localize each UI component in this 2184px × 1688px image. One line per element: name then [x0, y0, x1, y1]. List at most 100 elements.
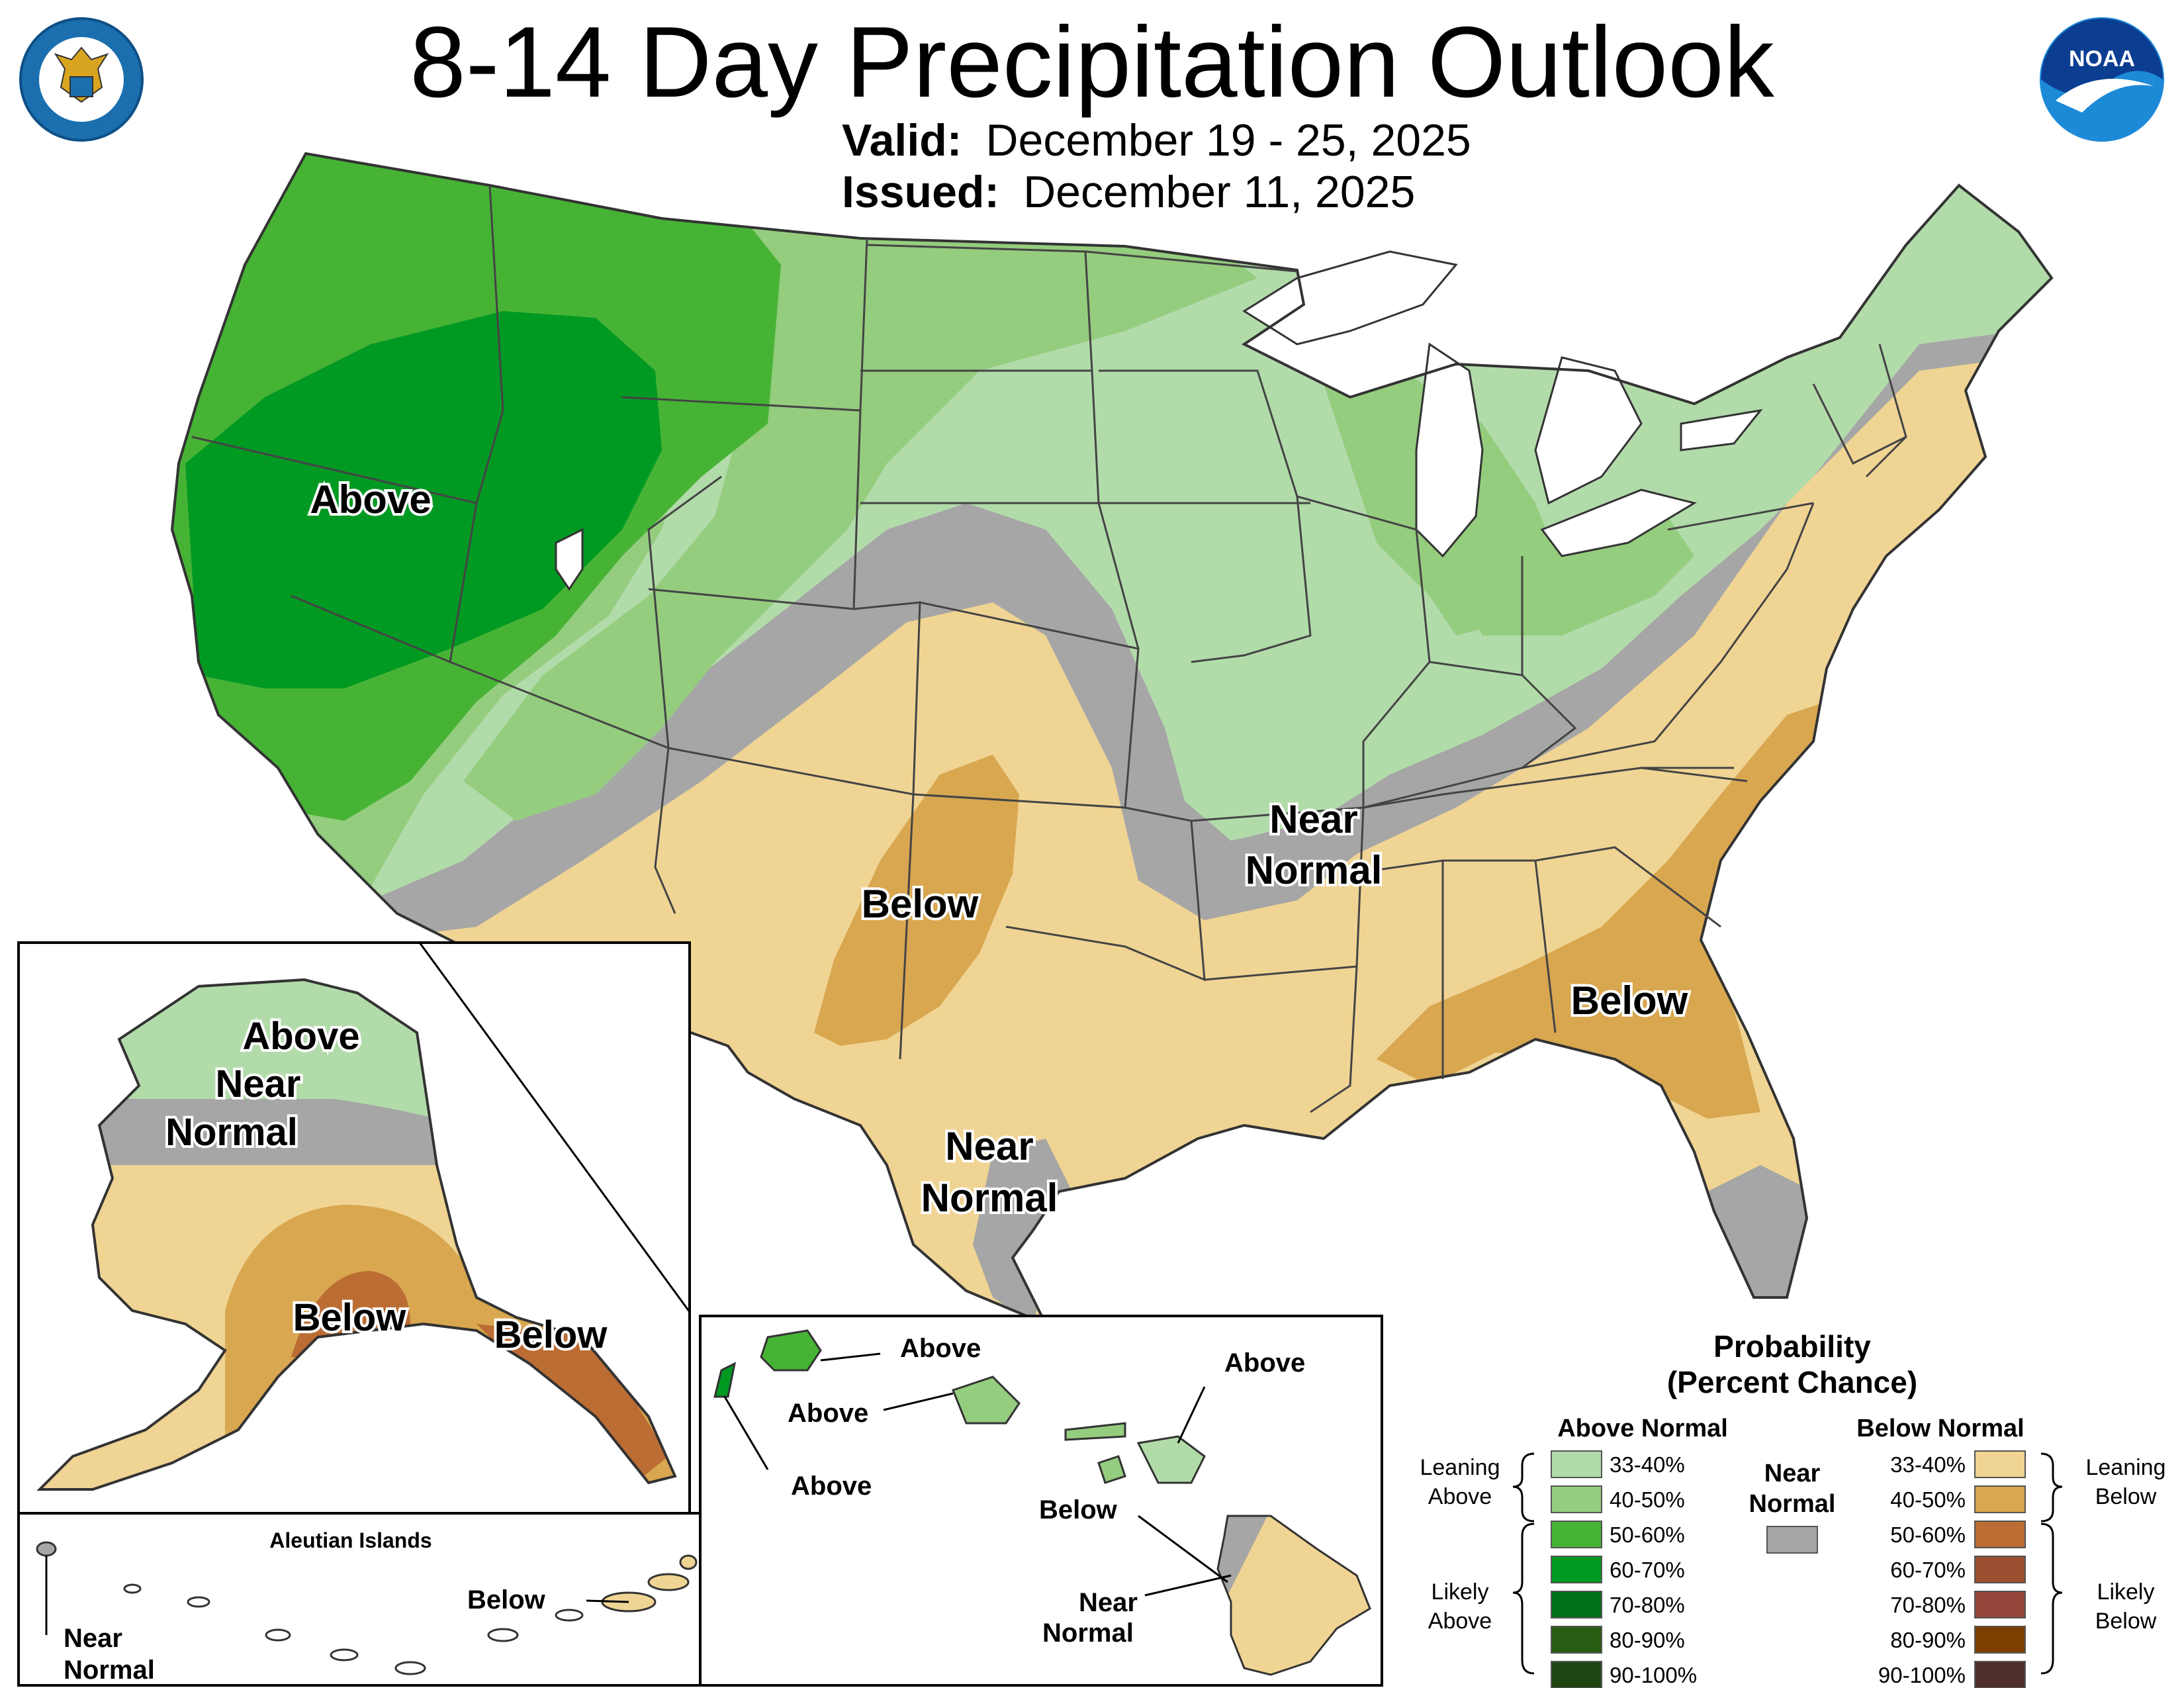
- label-ak-near: Near: [216, 1062, 301, 1105]
- label-mid-normal: Normal: [1246, 848, 1383, 892]
- legend-above-swatch-3: [1551, 1556, 1602, 1583]
- legend-below-range-4: 70-80%: [1890, 1593, 1966, 1617]
- hi-oahu-above: Above: [788, 1399, 868, 1428]
- aleutian-west-islands: [36, 1541, 57, 1557]
- legend-below-range-2: 50-60%: [1890, 1523, 1966, 1547]
- legend-leaning-below-2: Below: [2095, 1484, 2157, 1509]
- oahu-island: [952, 1376, 1021, 1425]
- legend-near-header-2: Normal: [1749, 1490, 1836, 1518]
- legend-above-swatch-5: [1551, 1626, 1602, 1654]
- legend-subtitle: (Percent Chance): [1667, 1365, 1917, 1399]
- label-mid-near: Near: [1269, 797, 1357, 841]
- legend-above-swatch-1: [1551, 1485, 1602, 1513]
- legend-above-swatch-0: [1551, 1450, 1602, 1478]
- hi-molokai-below: Below: [1039, 1495, 1118, 1524]
- probability-legend: Probability (Percent Chance) Above Norma…: [1420, 1329, 2166, 1688]
- valid-date: December 19 - 25, 2025: [985, 115, 1471, 165]
- legend-leaning-above-1: Leaning: [1420, 1455, 1500, 1480]
- hi-bigisland-near: Near: [1079, 1588, 1138, 1617]
- niihau-island: [713, 1362, 737, 1398]
- below-40-50-plains-region: [814, 755, 1019, 1046]
- kauai-island: [760, 1329, 822, 1372]
- conus-outline: [170, 152, 2054, 1327]
- above-60-70-region: [185, 311, 662, 688]
- legend-below-swatch-6: [1974, 1661, 2026, 1688]
- legend-above-range-5: 80-90%: [1610, 1628, 1685, 1652]
- legend-near-header: Near: [1764, 1460, 1821, 1487]
- aleutian-near: Near: [64, 1624, 122, 1653]
- legend-below-range-0: 33-40%: [1890, 1452, 1966, 1477]
- legend-above-range-3: 60-70%: [1610, 1558, 1685, 1582]
- legend-below-swatches: 33-40% 40-50% 50-60% 60-70% 70-80% 80-90% 90-1…: [1878, 1450, 2026, 1688]
- label-ak-normal: Normal: [165, 1111, 298, 1154]
- molokai-island: [1064, 1422, 1126, 1441]
- issued-date: December 11, 2025: [1023, 167, 1416, 217]
- legend-likely-above-1: Likely: [1432, 1579, 1489, 1605]
- aleutian-normal: Normal: [64, 1656, 155, 1685]
- issued-line: Issued: December 11, 2025: [842, 168, 1415, 216]
- legend-below-swatch-4: [1974, 1591, 2026, 1618]
- legend-above-range-1: 40-50%: [1610, 1487, 1685, 1512]
- legend-leaning-below-1: Leaning: [2085, 1455, 2165, 1480]
- legend-below-range-6: 90-100%: [1878, 1663, 1966, 1687]
- legend-above-range-2: 50-60%: [1610, 1523, 1685, 1547]
- lanai-island: [1097, 1455, 1126, 1484]
- legend-above-range-6: 90-100%: [1610, 1663, 1697, 1687]
- valid-line: Valid: December 19 - 25, 2025: [842, 117, 1471, 164]
- legend-below-range-5: 80-90%: [1890, 1628, 1966, 1652]
- label-texas-near: Near: [945, 1124, 1033, 1168]
- label-ak-above: Above: [242, 1015, 359, 1058]
- legend-above-swatch-4: [1551, 1591, 1602, 1618]
- above-40-50-north-region: [463, 154, 1257, 821]
- issued-label: Issued:: [842, 167, 1000, 217]
- noaa-logo-icon: NOAA: [2040, 17, 2164, 142]
- legend-likely-below-1: Likely: [2097, 1579, 2155, 1605]
- maui-island: [1136, 1435, 1206, 1484]
- hawaii-leaders: [723, 1352, 1232, 1597]
- great-lakes: [555, 250, 1763, 591]
- aleutian-title: Aleutian Islands: [269, 1528, 432, 1552]
- legend-above-swatches: 33-40% 40-50% 50-60% 60-70% 70-80% 80-90% 90-1…: [1551, 1450, 1697, 1688]
- legend-below-range-1: 40-50%: [1890, 1487, 1966, 1512]
- legend-title: Probability: [1713, 1329, 1871, 1364]
- label-ak-panhandle-below: Below: [494, 1313, 608, 1356]
- legend-leaning-above-2: Above: [1428, 1484, 1492, 1509]
- legend-brackets: [1512, 1452, 2063, 1675]
- legend-below-swatch-5: [1974, 1626, 2026, 1654]
- label-plains-below: Below: [862, 882, 979, 926]
- hi-maui-above: Above: [1224, 1348, 1305, 1378]
- hi-kauai-above: Above: [900, 1334, 981, 1363]
- hi-bigisland-normal: Normal: [1042, 1618, 1134, 1648]
- label-texas-normal: Normal: [921, 1176, 1058, 1220]
- page-title: 8-14 Day Precipitation Outlook: [410, 6, 1774, 118]
- legend-likely-above-2: Above: [1428, 1609, 1492, 1634]
- legend-below-swatch-0: [1974, 1450, 2026, 1478]
- alaska-outline: [36, 978, 677, 1491]
- legend-below-swatch-1: [1974, 1485, 2026, 1513]
- legend-below-header: Below Normal: [1856, 1415, 2024, 1442]
- big-island-outline: [1216, 1515, 1371, 1676]
- legend-above-range-4: 70-80%: [1610, 1593, 1685, 1617]
- noaa-logo-text: NOAA: [2069, 46, 2135, 71]
- legend-below-range-3: 60-70%: [1890, 1558, 1966, 1582]
- aleutian-below-leader: [586, 1599, 629, 1603]
- legend-above-range-0: 33-40%: [1610, 1452, 1685, 1477]
- label-west-above: Above: [310, 477, 431, 522]
- aleutian-below: Below: [467, 1585, 546, 1615]
- hi-niihau-above: Above: [791, 1472, 872, 1501]
- valid-label: Valid:: [842, 115, 962, 165]
- legend-below-swatch-3: [1974, 1556, 2026, 1583]
- above-40-50-ohio-region: [1443, 516, 1694, 635]
- legend-likely-below-2: Below: [2095, 1609, 2157, 1634]
- below-40-50-southeast-region: [1377, 702, 1853, 1119]
- aleutian-chain: [123, 1583, 584, 1675]
- legend-below-swatch-2: [1974, 1521, 2026, 1548]
- alaska-connector-line: [418, 942, 691, 1313]
- aleutian-inset-frame: [17, 1512, 702, 1687]
- label-ak-below: Below: [293, 1296, 407, 1339]
- state-boundaries: [191, 185, 1907, 1113]
- legend-near-swatch: [1766, 1526, 1818, 1554]
- legend-above-swatch-2: [1551, 1521, 1602, 1548]
